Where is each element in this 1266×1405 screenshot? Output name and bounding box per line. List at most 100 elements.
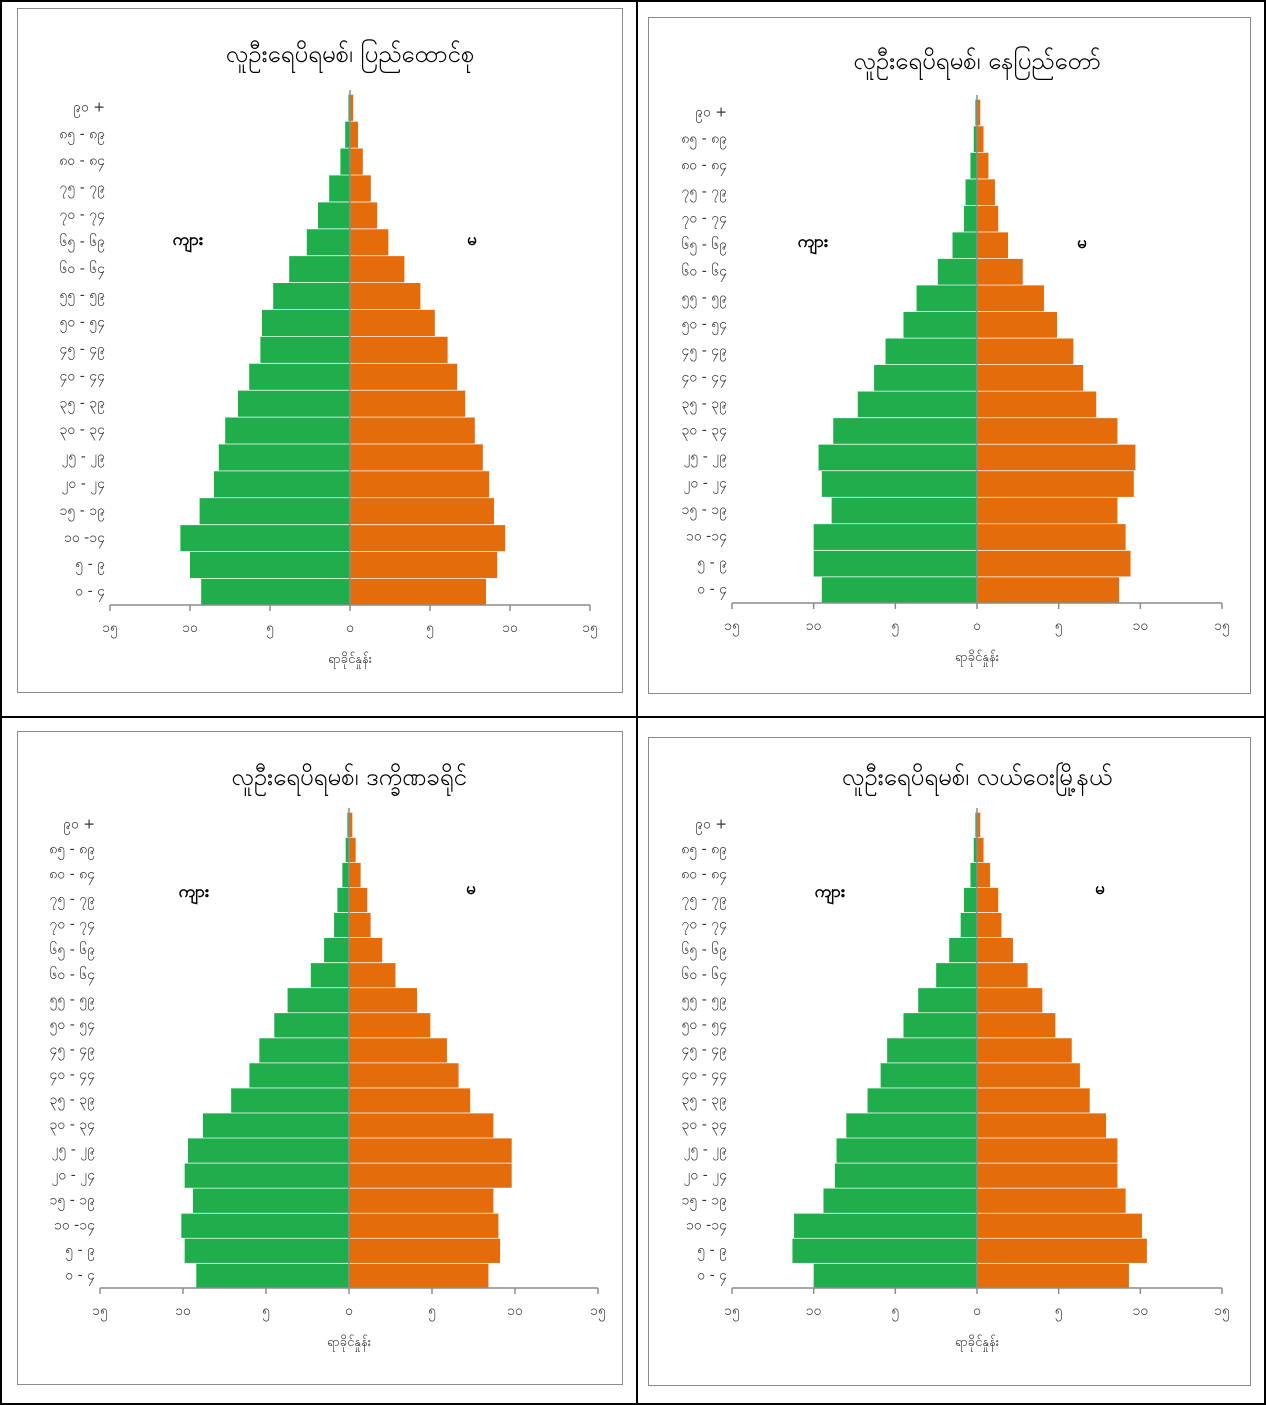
bar-female-10	[350, 309, 435, 337]
bar-female-0	[977, 576, 1120, 603]
x-tick-label: ၁၀	[182, 620, 198, 636]
bar-female-16	[977, 862, 991, 888]
age-group-label: ၆၅ - ၆၉	[682, 942, 728, 960]
x-axis-label: ရာခိုင်နှုန်း	[955, 1334, 999, 1352]
age-group-label: ၈၅ - ၈၉	[49, 842, 95, 860]
age-group-label: ၅ - ၉	[65, 1242, 95, 1260]
age-group-label: ၈၀ - ၈၄	[681, 157, 727, 175]
bar-female-16	[350, 147, 363, 175]
age-group-label: ၀ - ၄	[697, 1267, 727, 1285]
female-label: မ	[466, 879, 476, 899]
age-group-label: ၅၀ - ၅၄	[50, 1017, 96, 1035]
bar-female-4	[350, 470, 490, 498]
age-group-label: ၀ - ၄	[65, 1267, 95, 1285]
age-group-label: ၅၀ - ၅၄	[682, 316, 728, 334]
grid-divider-vertical	[636, 0, 638, 1405]
bar-male-13	[306, 228, 350, 256]
bar-female-1	[977, 549, 1131, 577]
bar-female-15	[977, 887, 999, 913]
bar-male-12	[310, 962, 349, 988]
age-group-label: ၆၀ - ၆၄	[682, 967, 728, 985]
female-label: မ	[1077, 233, 1087, 253]
bar-female-7	[977, 1087, 1090, 1113]
bar-male-9	[885, 337, 977, 365]
bar-male-7	[238, 389, 350, 417]
age-group-label: ၅ - ၉	[697, 555, 727, 573]
bar-female-4	[977, 1162, 1118, 1188]
bar-male-13	[952, 231, 977, 259]
bar-female-10	[977, 311, 1058, 338]
age-group-label: ၄၀ - ၄၄	[60, 368, 106, 386]
x-tick-label: ၁၅	[590, 1303, 606, 1321]
bar-male-12	[937, 258, 977, 285]
age-group-label: ၆၀ - ၆၄	[60, 261, 106, 279]
bar-female-12	[349, 962, 396, 988]
bar-female-5	[349, 1137, 512, 1163]
x-tick-label: ၀	[346, 620, 354, 636]
age-group-label: ၅ - ၉	[75, 557, 105, 575]
age-group-label: ၄၀ - ၄၄	[682, 370, 728, 388]
bar-female-3	[350, 497, 494, 525]
bar-female-9	[977, 1037, 1072, 1063]
bar-female-17	[977, 837, 984, 863]
bar-male-1	[813, 549, 977, 577]
x-tick-label: ၅	[891, 618, 899, 636]
bar-male-15	[337, 887, 349, 913]
chart-title: လူဦးရေပိရမစ်၊ လယ်ဝေးမြို့နယ်	[842, 761, 1112, 796]
age-group-label: ၆၀ - ၆၄	[50, 967, 96, 985]
x-tick-label: ၅	[1055, 1303, 1063, 1321]
bar-male-3	[831, 496, 977, 524]
bar-male-5	[187, 1137, 349, 1163]
chart-svg: လူဦးရေပိရမစ်၊ လယ်ဝေးမြို့နယ်၀ - ၄၅ - ၉၁၀…	[681, 761, 1230, 1352]
age-group-label: ၅၅ - ၅၉	[682, 290, 728, 308]
bar-female-18	[977, 99, 981, 126]
bar-male-17	[345, 120, 350, 148]
bar-male-8	[249, 1062, 349, 1088]
bar-female-12	[977, 258, 1023, 285]
x-tick-label: ၁၀	[1132, 1303, 1148, 1319]
x-tick-label: ၀	[973, 618, 981, 634]
bar-male-2	[180, 524, 350, 552]
bar-male-6	[833, 417, 977, 444]
bar-male-16	[970, 862, 977, 888]
bar-female-1	[349, 1237, 501, 1263]
bar-female-11	[349, 987, 418, 1013]
x-axis-label: ရာခိုင်နှုန်း	[955, 649, 999, 667]
bar-male-10	[274, 1012, 349, 1038]
age-group-label: ၄၀ - ၄၄	[682, 1067, 728, 1085]
age-group-label: ၆၅ - ၆၉	[682, 237, 728, 255]
bar-female-8	[977, 364, 1084, 391]
bar-female-4	[977, 470, 1134, 497]
bar-female-14	[977, 205, 999, 232]
chart-svg: လူဦးရေပိရမစ်၊ ဒက္ခိဏခရိုင်၀ - ၄ ၅ - ၉ ၁၀ -…	[49, 762, 606, 1352]
age-group-label: ၁၅ - ၁၉	[50, 1192, 96, 1210]
age-group-label: ၈၀ - ၈၄	[49, 867, 95, 885]
bar-male-5	[818, 443, 977, 471]
bar-male-4	[184, 1162, 349, 1188]
bar-male-5	[836, 1137, 977, 1163]
bar-male-0	[201, 578, 350, 605]
age-group-label: ၇၅ - ၇၉	[682, 184, 728, 202]
age-group-label: ၄၀ - ၄၄	[50, 1067, 96, 1085]
bar-male-13	[949, 937, 977, 963]
bar-male-18	[975, 812, 977, 838]
age-group-label: ၈၅ - ၈၉	[59, 126, 105, 144]
x-tick-label: ၀	[345, 1303, 353, 1319]
bar-female-5	[350, 443, 483, 471]
bar-female-1	[977, 1237, 1147, 1263]
bar-female-10	[349, 1012, 431, 1038]
bar-male-4	[821, 470, 977, 497]
x-tick-label: ၁၀	[502, 620, 518, 636]
x-tick-label: ၁၀	[507, 1303, 523, 1319]
age-group-label: ၃၅ - ၃၉	[50, 1092, 96, 1110]
male-label: ကျား	[815, 882, 846, 906]
bar-female-14	[350, 201, 378, 229]
bar-female-16	[349, 862, 361, 888]
bar-female-18	[349, 812, 353, 838]
bar-male-13	[324, 937, 349, 963]
age-group-label: ၁၅ - ၁၉	[682, 502, 728, 520]
bar-female-11	[977, 284, 1044, 312]
chart-panel-union: လူဦးရေပိရမစ်၊ ပြည်ထောင်စု၀ - ၄ ၅ - ၉ ၁၀ -၁…	[17, 8, 623, 693]
bar-female-8	[349, 1062, 459, 1088]
